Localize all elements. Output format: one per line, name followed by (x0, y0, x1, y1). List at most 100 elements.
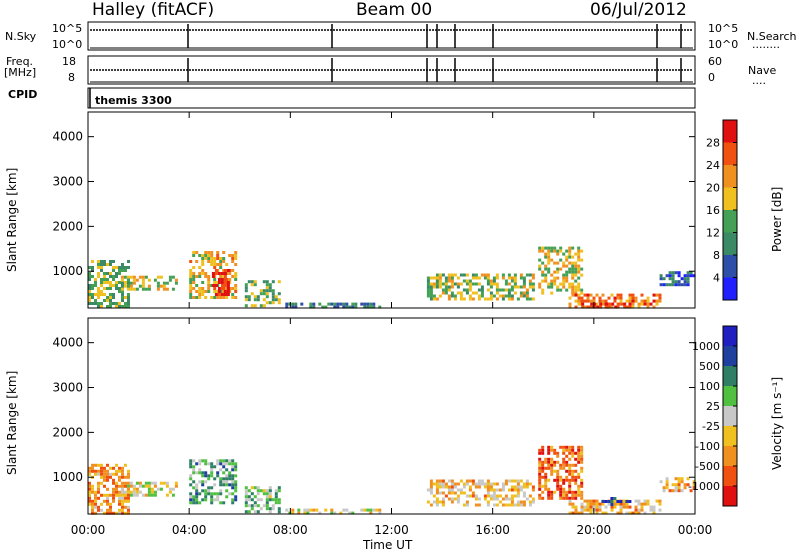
data-cell (198, 468, 202, 472)
data-cell (109, 472, 112, 476)
data-cell (590, 302, 594, 306)
power-ylabel: Slant Range [km] (5, 167, 19, 272)
data-cell (426, 288, 430, 292)
data-cell (589, 293, 593, 297)
data-cell (207, 254, 211, 257)
data-cell (189, 296, 193, 299)
data-cell (210, 498, 214, 502)
data-cell (88, 302, 91, 305)
data-cell (441, 503, 445, 507)
colorbar-segment (723, 277, 737, 300)
data-cell (432, 482, 436, 486)
data-cell (147, 493, 151, 497)
data-cell (547, 267, 551, 271)
data-cell (677, 271, 681, 275)
data-cell (97, 484, 100, 488)
data-cell (574, 252, 578, 256)
data-cell (138, 490, 142, 494)
data-cell (486, 485, 490, 489)
data-cell (262, 492, 266, 496)
data-cell (550, 285, 554, 289)
data-cell (474, 497, 478, 501)
data-cell (459, 479, 463, 483)
data-cell (577, 264, 581, 268)
data-cell (231, 260, 235, 263)
data-cell (127, 260, 130, 263)
x-tick-label: 16:00 (475, 523, 510, 537)
data-cell (571, 451, 575, 455)
data-cell (625, 500, 629, 503)
data-cell (124, 463, 127, 467)
data-cell (504, 294, 508, 298)
data-cell (631, 296, 635, 300)
data-cell (156, 281, 160, 285)
data-cell (112, 275, 115, 278)
data-cell (97, 293, 100, 296)
data-cell (250, 498, 254, 502)
data-cell (568, 285, 572, 289)
data-cell (192, 278, 196, 281)
data-cell (447, 485, 451, 489)
data-cell (207, 492, 211, 496)
freq-label-line1: Freq. (6, 55, 34, 68)
data-cell (127, 302, 130, 305)
data-cell (223, 293, 227, 296)
data-cell (459, 282, 463, 286)
colorbar-tick-label: 25 (706, 400, 720, 413)
data-cell (217, 272, 221, 275)
data-cell (204, 272, 208, 275)
data-cell (568, 487, 572, 491)
data-cell (216, 495, 220, 499)
data-cell (553, 249, 557, 253)
data-cell (189, 284, 193, 287)
data-cell (459, 488, 463, 492)
y-tick-label: 1000 (52, 264, 83, 278)
data-cell (204, 492, 208, 496)
data-cell (342, 302, 346, 306)
data-cell (231, 275, 235, 278)
data-cell (459, 297, 463, 301)
data-cell (480, 288, 484, 292)
data-cell (468, 479, 472, 483)
data-cell (550, 279, 554, 283)
data-cell (112, 481, 115, 485)
data-cell (643, 502, 647, 506)
freq-strip (87, 55, 696, 85)
data-cell (683, 277, 687, 281)
data-cell (628, 511, 632, 515)
data-cell (504, 494, 508, 498)
data-cell (607, 305, 611, 309)
data-cell (333, 511, 337, 515)
data-cell (222, 296, 226, 299)
data-cell (115, 463, 118, 467)
data-cell (525, 273, 529, 277)
data-cell (147, 481, 151, 485)
data-cell (429, 291, 433, 295)
data-cell (127, 496, 130, 500)
data-cell (156, 275, 160, 279)
data-cell (153, 481, 157, 485)
data-cell (120, 490, 124, 494)
data-cell (525, 294, 529, 298)
data-cell (228, 477, 232, 481)
data-cell (121, 299, 124, 302)
data-cell (580, 505, 584, 509)
data-cell (244, 510, 248, 514)
data-cell (610, 500, 614, 503)
data-cell (204, 251, 208, 254)
data-cell (100, 269, 103, 272)
data-cell (544, 276, 548, 280)
data-cell (444, 482, 448, 486)
data-cell (112, 493, 115, 497)
data-cell (118, 269, 121, 272)
data-cell (150, 490, 154, 494)
data-cell (126, 275, 130, 279)
data-cell (674, 271, 678, 275)
data-cell (559, 246, 563, 250)
data-cell (115, 281, 118, 284)
data-cell (429, 488, 433, 492)
data-cell (601, 500, 605, 503)
data-cell (342, 508, 346, 512)
data-cell (121, 499, 124, 503)
data-cell (112, 293, 115, 296)
